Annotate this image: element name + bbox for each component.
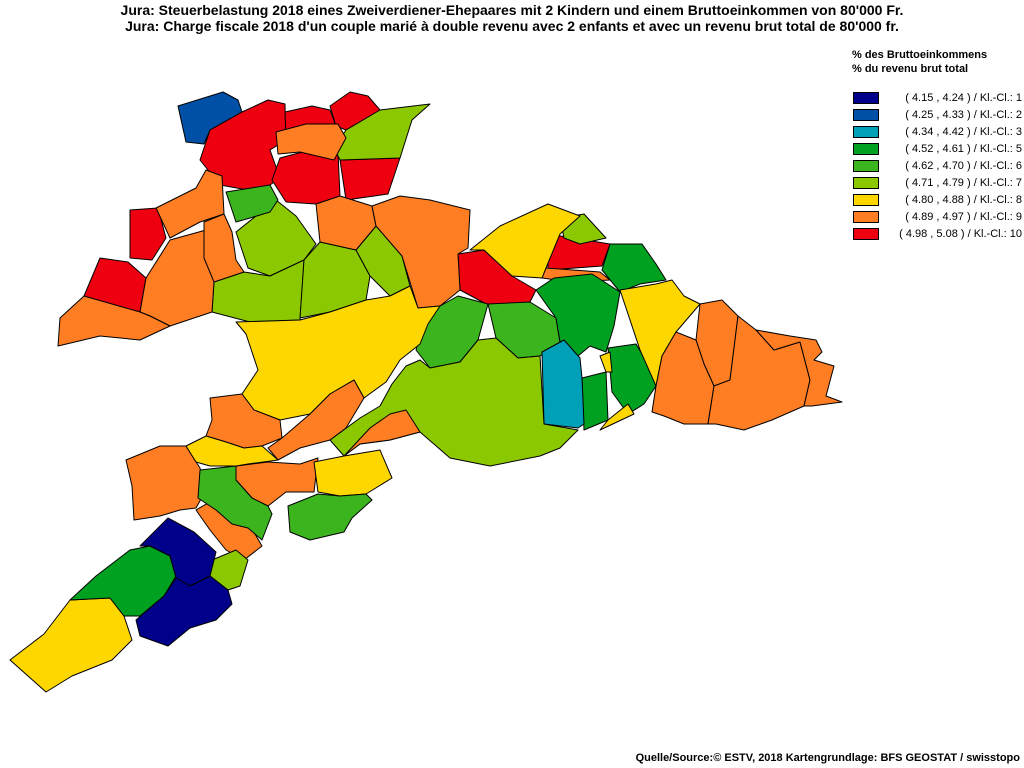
legend-item: ( 4.80 , 4.88 ) / Kl.-Cl.: 8 bbox=[852, 194, 1024, 211]
legend-swatch bbox=[853, 211, 879, 223]
legend-item: ( 4.25 , 4.33 ) / Kl.-Cl.: 2 bbox=[852, 109, 1024, 126]
map-title-fr: Jura: Charge fiscale 2018 d'un couple ma… bbox=[125, 18, 899, 34]
municipality-region bbox=[371, 195, 471, 309]
legend-swatch bbox=[853, 92, 879, 104]
legend-label: ( 4.15 , 4.24 ) / Kl.-Cl.: 1 bbox=[905, 92, 1022, 104]
municipality-region bbox=[155, 169, 225, 239]
municipality-region bbox=[275, 123, 347, 161]
legend-label: ( 4.52 , 4.61 ) / Kl.-Cl.: 5 bbox=[905, 143, 1022, 155]
legend-heading-de: % des Bruttoeinkommens bbox=[852, 49, 988, 61]
legend-label: ( 4.98 , 5.08 ) / Kl.-Cl.: 10 bbox=[899, 228, 1022, 240]
municipality-region bbox=[581, 371, 609, 431]
legend-label: ( 4.62 , 4.70 ) / Kl.-Cl.: 6 bbox=[905, 160, 1022, 172]
municipality-region bbox=[129, 207, 167, 261]
municipality-region bbox=[225, 184, 279, 223]
legend-item: ( 4.52 , 4.61 ) / Kl.-Cl.: 5 bbox=[852, 143, 1024, 160]
municipality-region bbox=[287, 493, 373, 541]
legend-rows: ( 4.15 , 4.24 ) / Kl.-Cl.: 1 ( 4.25 , 4.3… bbox=[852, 92, 1024, 245]
municipality-region bbox=[343, 409, 421, 457]
legend-label: ( 4.89 , 4.97 ) / Kl.-Cl.: 9 bbox=[905, 211, 1022, 223]
legend-item: ( 4.62 , 4.70 ) / Kl.-Cl.: 6 bbox=[852, 160, 1024, 177]
municipality-region bbox=[135, 575, 233, 647]
legend-swatch bbox=[853, 177, 879, 189]
municipality-region bbox=[607, 343, 657, 415]
municipality-region bbox=[185, 435, 279, 467]
legend-item: ( 4.15 , 4.24 ) / Kl.-Cl.: 1 bbox=[852, 92, 1024, 109]
legend-label: ( 4.34 , 4.42 ) / Kl.-Cl.: 3 bbox=[905, 126, 1022, 138]
legend-item: ( 4.98 , 5.08 ) / Kl.-Cl.: 10 bbox=[852, 228, 1024, 245]
municipality-region bbox=[619, 279, 701, 387]
municipality-region bbox=[755, 329, 843, 407]
municipality-region bbox=[601, 243, 667, 293]
legend-label: ( 4.80 , 4.88 ) / Kl.-Cl.: 8 bbox=[905, 194, 1022, 206]
legend-swatch bbox=[853, 160, 879, 172]
legend-swatch bbox=[853, 143, 879, 155]
municipality-region bbox=[9, 597, 133, 693]
map-title-de: Jura: Steuerbelastung 2018 eines Zweiver… bbox=[120, 2, 904, 18]
legend-swatch bbox=[853, 194, 879, 206]
municipality-region bbox=[125, 445, 207, 521]
legend-swatch bbox=[853, 109, 879, 121]
municipality-region bbox=[235, 199, 317, 277]
municipality-region bbox=[469, 203, 581, 279]
municipality-region bbox=[599, 403, 635, 431]
legend-heading-fr: % du revenu brut total bbox=[852, 63, 969, 75]
legend-item: ( 4.89 , 4.97 ) / Kl.-Cl.: 9 bbox=[852, 211, 1024, 228]
municipality-region bbox=[57, 295, 171, 347]
municipality-region bbox=[535, 273, 621, 357]
municipality-region bbox=[339, 157, 401, 201]
legend-swatch bbox=[853, 228, 879, 240]
legend-label: ( 4.71 , 4.79 ) / Kl.-Cl.: 7 bbox=[905, 177, 1022, 189]
municipality-region bbox=[267, 379, 365, 461]
legend-swatch bbox=[853, 126, 879, 138]
municipality-region bbox=[203, 213, 245, 283]
legend-item: ( 4.71 , 4.79 ) / Kl.-Cl.: 7 bbox=[852, 177, 1024, 194]
source-note: Quelle/Source:© ESTV, 2018 Kartengrundla… bbox=[635, 752, 1020, 764]
legend-item: ( 4.34 , 4.42 ) / Kl.-Cl.: 3 bbox=[852, 126, 1024, 143]
municipality-region bbox=[599, 351, 613, 373]
legend-label: ( 4.25 , 4.33 ) / Kl.-Cl.: 2 bbox=[905, 109, 1022, 121]
municipality-region bbox=[313, 449, 393, 497]
map-legend: % des Bruttoeinkommens % du revenu brut … bbox=[852, 48, 1024, 245]
municipality-region bbox=[197, 465, 273, 541]
